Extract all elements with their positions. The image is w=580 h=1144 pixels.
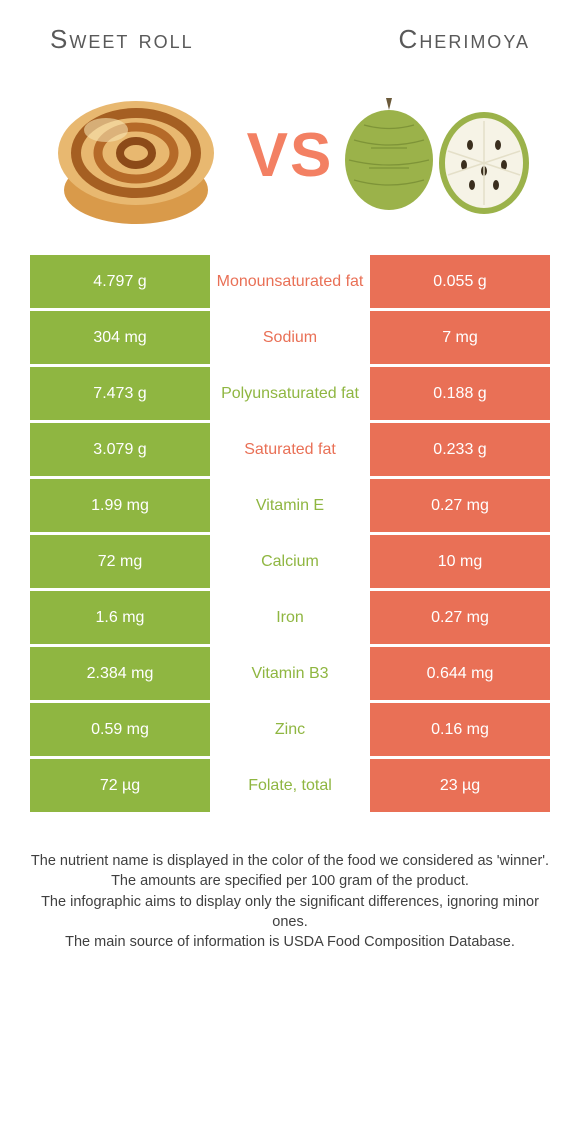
nutrient-label: Vitamin E bbox=[210, 479, 370, 532]
value-left: 72 mg bbox=[30, 535, 210, 588]
value-right: 0.27 mg bbox=[370, 591, 550, 644]
value-left: 3.079 g bbox=[30, 423, 210, 476]
value-right: 0.188 g bbox=[370, 367, 550, 420]
value-right: 7 mg bbox=[370, 311, 550, 364]
value-left: 72 µg bbox=[30, 759, 210, 812]
images-row: VS bbox=[0, 65, 580, 255]
nutrient-label: Folate, total bbox=[210, 759, 370, 812]
footer-line: The amounts are specified per 100 gram o… bbox=[30, 871, 550, 891]
table-row: 4.797 gMonounsaturated fat0.055 g bbox=[30, 255, 550, 308]
nutrient-label: Calcium bbox=[210, 535, 370, 588]
value-right: 10 mg bbox=[370, 535, 550, 588]
value-left: 1.99 mg bbox=[30, 479, 210, 532]
footer-line: The nutrient name is displayed in the co… bbox=[30, 851, 550, 871]
value-right: 0.055 g bbox=[370, 255, 550, 308]
vs-label: VS bbox=[247, 120, 334, 191]
table-row: 1.99 mgVitamin E0.27 mg bbox=[30, 479, 550, 532]
value-right: 0.644 mg bbox=[370, 647, 550, 700]
cherimoya-image bbox=[344, 75, 544, 235]
nutrient-label: Polyunsaturated fat bbox=[210, 367, 370, 420]
table-row: 0.59 mgZinc0.16 mg bbox=[30, 703, 550, 756]
value-left: 0.59 mg bbox=[30, 703, 210, 756]
nutrient-label: Iron bbox=[210, 591, 370, 644]
header: Sweet roll Cherimoya bbox=[0, 0, 580, 65]
table-row: 304 mgSodium7 mg bbox=[30, 311, 550, 364]
value-left: 2.384 mg bbox=[30, 647, 210, 700]
nutrient-label: Zinc bbox=[210, 703, 370, 756]
footer-line: The main source of information is USDA F… bbox=[30, 932, 550, 952]
title-right: Cherimoya bbox=[399, 24, 530, 55]
sweet-roll-image bbox=[36, 75, 236, 235]
table-row: 1.6 mgIron0.27 mg bbox=[30, 591, 550, 644]
table-row: 7.473 gPolyunsaturated fat0.188 g bbox=[30, 367, 550, 420]
value-left: 4.797 g bbox=[30, 255, 210, 308]
value-left: 304 mg bbox=[30, 311, 210, 364]
nutrient-label: Monounsaturated fat bbox=[210, 255, 370, 308]
nutrition-table: 4.797 gMonounsaturated fat0.055 g304 mgS… bbox=[30, 255, 550, 812]
value-right: 23 µg bbox=[370, 759, 550, 812]
footer-line: The infographic aims to display only the… bbox=[30, 892, 550, 933]
table-row: 72 µgFolate, total23 µg bbox=[30, 759, 550, 812]
nutrient-label: Sodium bbox=[210, 311, 370, 364]
nutrient-label: Saturated fat bbox=[210, 423, 370, 476]
footer-notes: The nutrient name is displayed in the co… bbox=[0, 815, 580, 952]
value-left: 1.6 mg bbox=[30, 591, 210, 644]
title-left: Sweet roll bbox=[50, 24, 194, 55]
table-row: 3.079 gSaturated fat0.233 g bbox=[30, 423, 550, 476]
value-left: 7.473 g bbox=[30, 367, 210, 420]
nutrient-label: Vitamin B3 bbox=[210, 647, 370, 700]
value-right: 0.27 mg bbox=[370, 479, 550, 532]
table-row: 2.384 mgVitamin B30.644 mg bbox=[30, 647, 550, 700]
value-right: 0.233 g bbox=[370, 423, 550, 476]
value-right: 0.16 mg bbox=[370, 703, 550, 756]
table-row: 72 mgCalcium10 mg bbox=[30, 535, 550, 588]
